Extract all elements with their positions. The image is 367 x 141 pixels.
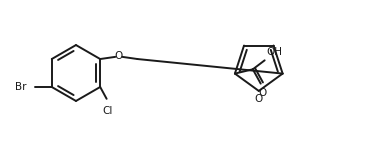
Text: O: O (115, 51, 123, 61)
Text: O: O (258, 88, 266, 98)
Text: Cl: Cl (102, 106, 113, 116)
Text: OH: OH (266, 47, 282, 57)
Text: O: O (255, 94, 263, 104)
Text: Br: Br (15, 82, 27, 92)
